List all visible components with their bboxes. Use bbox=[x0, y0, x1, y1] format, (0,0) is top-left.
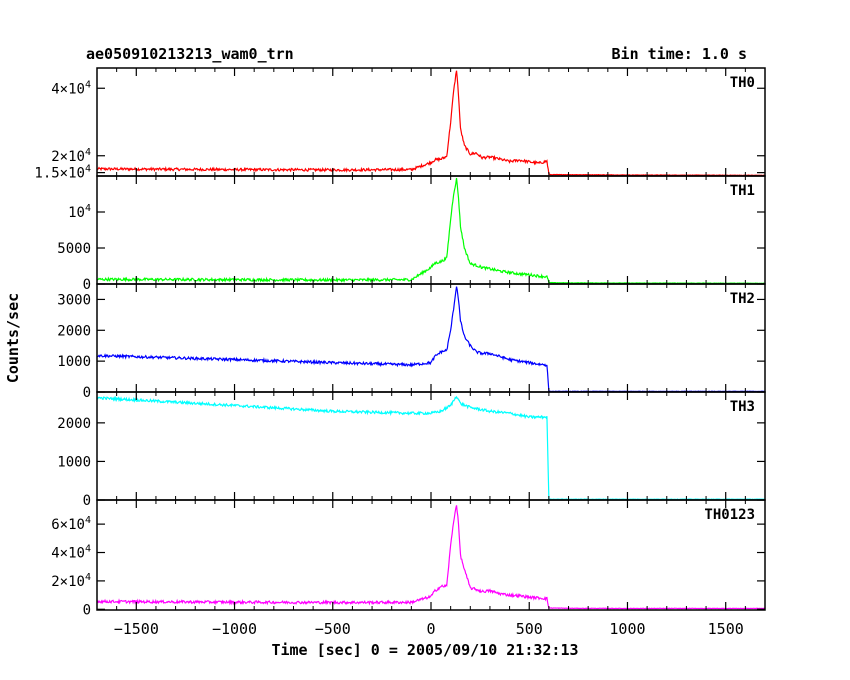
y-tick-label: 1000 bbox=[57, 354, 91, 370]
x-axis: −1500 −1000 −500 0 500 1000 1500 bbox=[114, 620, 744, 638]
series-line-th3 bbox=[97, 395, 765, 500]
y-tick-label: 0 bbox=[83, 602, 91, 618]
y-tick-label: 2×104 bbox=[51, 147, 91, 165]
x-tick-label: 1500 bbox=[708, 620, 744, 638]
series-line-th0123 bbox=[97, 505, 765, 610]
panel-th0123: TH0123 0 2×104 4×104 6×104 bbox=[51, 499, 766, 618]
y-tick-label: 5000 bbox=[57, 241, 91, 257]
y-tick-label: 0 bbox=[83, 385, 91, 401]
y-tick-label: 3000 bbox=[57, 292, 91, 308]
x-tick-label: −500 bbox=[315, 620, 351, 638]
panel-frame bbox=[96, 391, 766, 501]
panel-label-th0: TH0 bbox=[730, 75, 755, 91]
x-tick-label: 1000 bbox=[609, 620, 645, 638]
y-tick-label: 0 bbox=[83, 493, 91, 509]
x-tick-label: −1500 bbox=[114, 620, 159, 638]
y-tick-label: 0 bbox=[83, 277, 91, 293]
y-tick-label: 2000 bbox=[57, 416, 91, 432]
y-tick-label: 1.5×104 bbox=[34, 164, 91, 182]
panel-label-th2: TH2 bbox=[730, 291, 755, 307]
y-tick-label: 2×104 bbox=[51, 572, 91, 590]
panel-frame bbox=[96, 67, 766, 177]
panel-th2: TH2 0 1000 2000 3000 bbox=[57, 283, 766, 401]
panel-label-th0123: TH0123 bbox=[704, 507, 755, 523]
bin-time-label: Bin time: 1.0 s bbox=[612, 45, 747, 63]
x-tick-label: 0 bbox=[426, 620, 435, 638]
series-line-th2 bbox=[97, 286, 765, 392]
panel-label-th1: TH1 bbox=[730, 183, 755, 199]
panel-frame bbox=[96, 283, 766, 393]
y-axis-label: Counts/sec bbox=[4, 293, 22, 383]
x-axis-label: Time [sec] 0 = 2005/09/10 21:32:13 bbox=[271, 641, 578, 659]
chart-title: ae050910213213_wam0_trn bbox=[86, 45, 294, 63]
y-tick-label: 4×104 bbox=[51, 544, 91, 562]
x-tick-label: 500 bbox=[516, 620, 543, 638]
panel-frame bbox=[96, 499, 766, 611]
y-tick-label: 4×104 bbox=[51, 79, 91, 97]
panel-th1: TH1 0 5000 104 bbox=[57, 175, 766, 293]
panel-label-th3: TH3 bbox=[730, 399, 755, 415]
y-tick-label: 6×104 bbox=[51, 515, 91, 533]
x-tick-label: −1000 bbox=[212, 620, 257, 638]
series-line-th0 bbox=[97, 70, 765, 176]
y-tick-label: 104 bbox=[68, 203, 91, 221]
series-line-th1 bbox=[97, 177, 765, 284]
panel-th3: TH3 0 1000 2000 bbox=[57, 391, 766, 509]
y-tick-label: 2000 bbox=[57, 323, 91, 339]
y-tick-label: 1000 bbox=[57, 454, 91, 470]
panels-group: TH01.5×1042×1044×104TH105000104TH2010002… bbox=[34, 67, 766, 618]
